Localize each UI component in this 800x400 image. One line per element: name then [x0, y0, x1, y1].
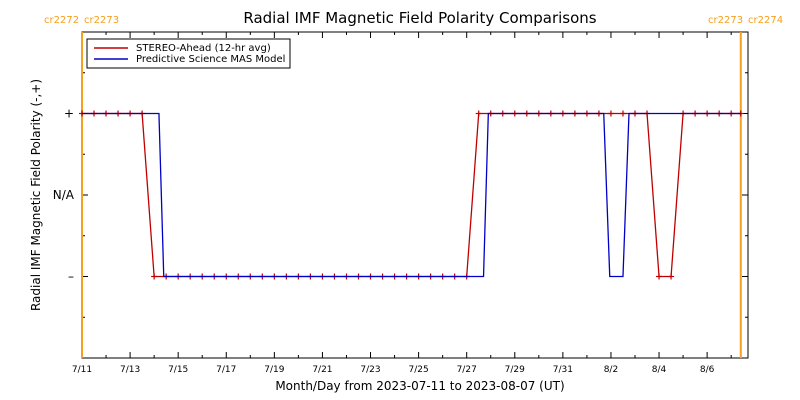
cr-label-left-2: cr2273	[708, 15, 743, 26]
x-tick-label: 7/29	[505, 365, 525, 375]
x-tick-label: 7/11	[72, 365, 92, 375]
x-tick-label: 7/27	[457, 365, 477, 375]
x-tick-labels: 7/11 7/13 7/15 7/17 7/19 7/21 7/23 7/25 7/27 7/29…	[72, 365, 715, 375]
carrington-lines	[81, 32, 742, 358]
legend: STEREO-Ahead (12-hr avg) Predictive Scie…	[86, 38, 291, 69]
x-tick-label: 7/25	[408, 365, 428, 375]
x-tick-label: 7/15	[168, 365, 188, 375]
series-line-1	[82, 112, 741, 278]
x-tick-label: 7/23	[360, 365, 380, 375]
y-tick-labels: + N/A –	[53, 107, 75, 284]
x-tick-label: 7/21	[312, 365, 332, 375]
series-layer	[79, 110, 744, 280]
x-tick-label: 7/31	[553, 365, 573, 375]
series-point	[619, 110, 626, 117]
legend-label-mas: Predictive Science MAS Model	[136, 54, 285, 65]
y-axis-title: Radial IMF Magnetic Field Polarity (-,+)	[29, 79, 43, 311]
cr-label-left-1: cr2272	[44, 15, 79, 26]
series-point	[475, 110, 482, 117]
cr-label-right-2: cr2274	[748, 15, 783, 26]
x-tick-label: 7/13	[120, 365, 140, 375]
x-axis-title: Month/Day from 2023-07-11 to 2023-08-07 …	[275, 379, 564, 393]
series-point	[668, 273, 675, 280]
cr-label-right-1: cr2273	[84, 15, 119, 26]
axis-ticks	[81, 31, 748, 359]
x-tick-label: 7/17	[216, 365, 236, 375]
x-tick-label: 8/2	[604, 365, 618, 375]
series-point	[656, 273, 663, 280]
x-tick-label: 7/19	[264, 365, 284, 375]
legend-label-stereo: STEREO-Ahead (12-hr avg)	[136, 43, 271, 54]
series-point	[151, 273, 158, 280]
y-tick-label: N/A	[53, 188, 75, 202]
chart-title: Radial IMF Magnetic Field Polarity Compa…	[243, 9, 596, 27]
series-point	[607, 110, 614, 117]
y-tick-label: –	[68, 270, 74, 284]
y-tick-label: +	[64, 107, 74, 121]
x-tick-label: 8/4	[652, 365, 667, 375]
x-tick-label: 8/6	[700, 365, 715, 375]
plot-frame	[81, 31, 749, 359]
legend-box	[86, 38, 291, 69]
series-line-0	[82, 112, 741, 278]
